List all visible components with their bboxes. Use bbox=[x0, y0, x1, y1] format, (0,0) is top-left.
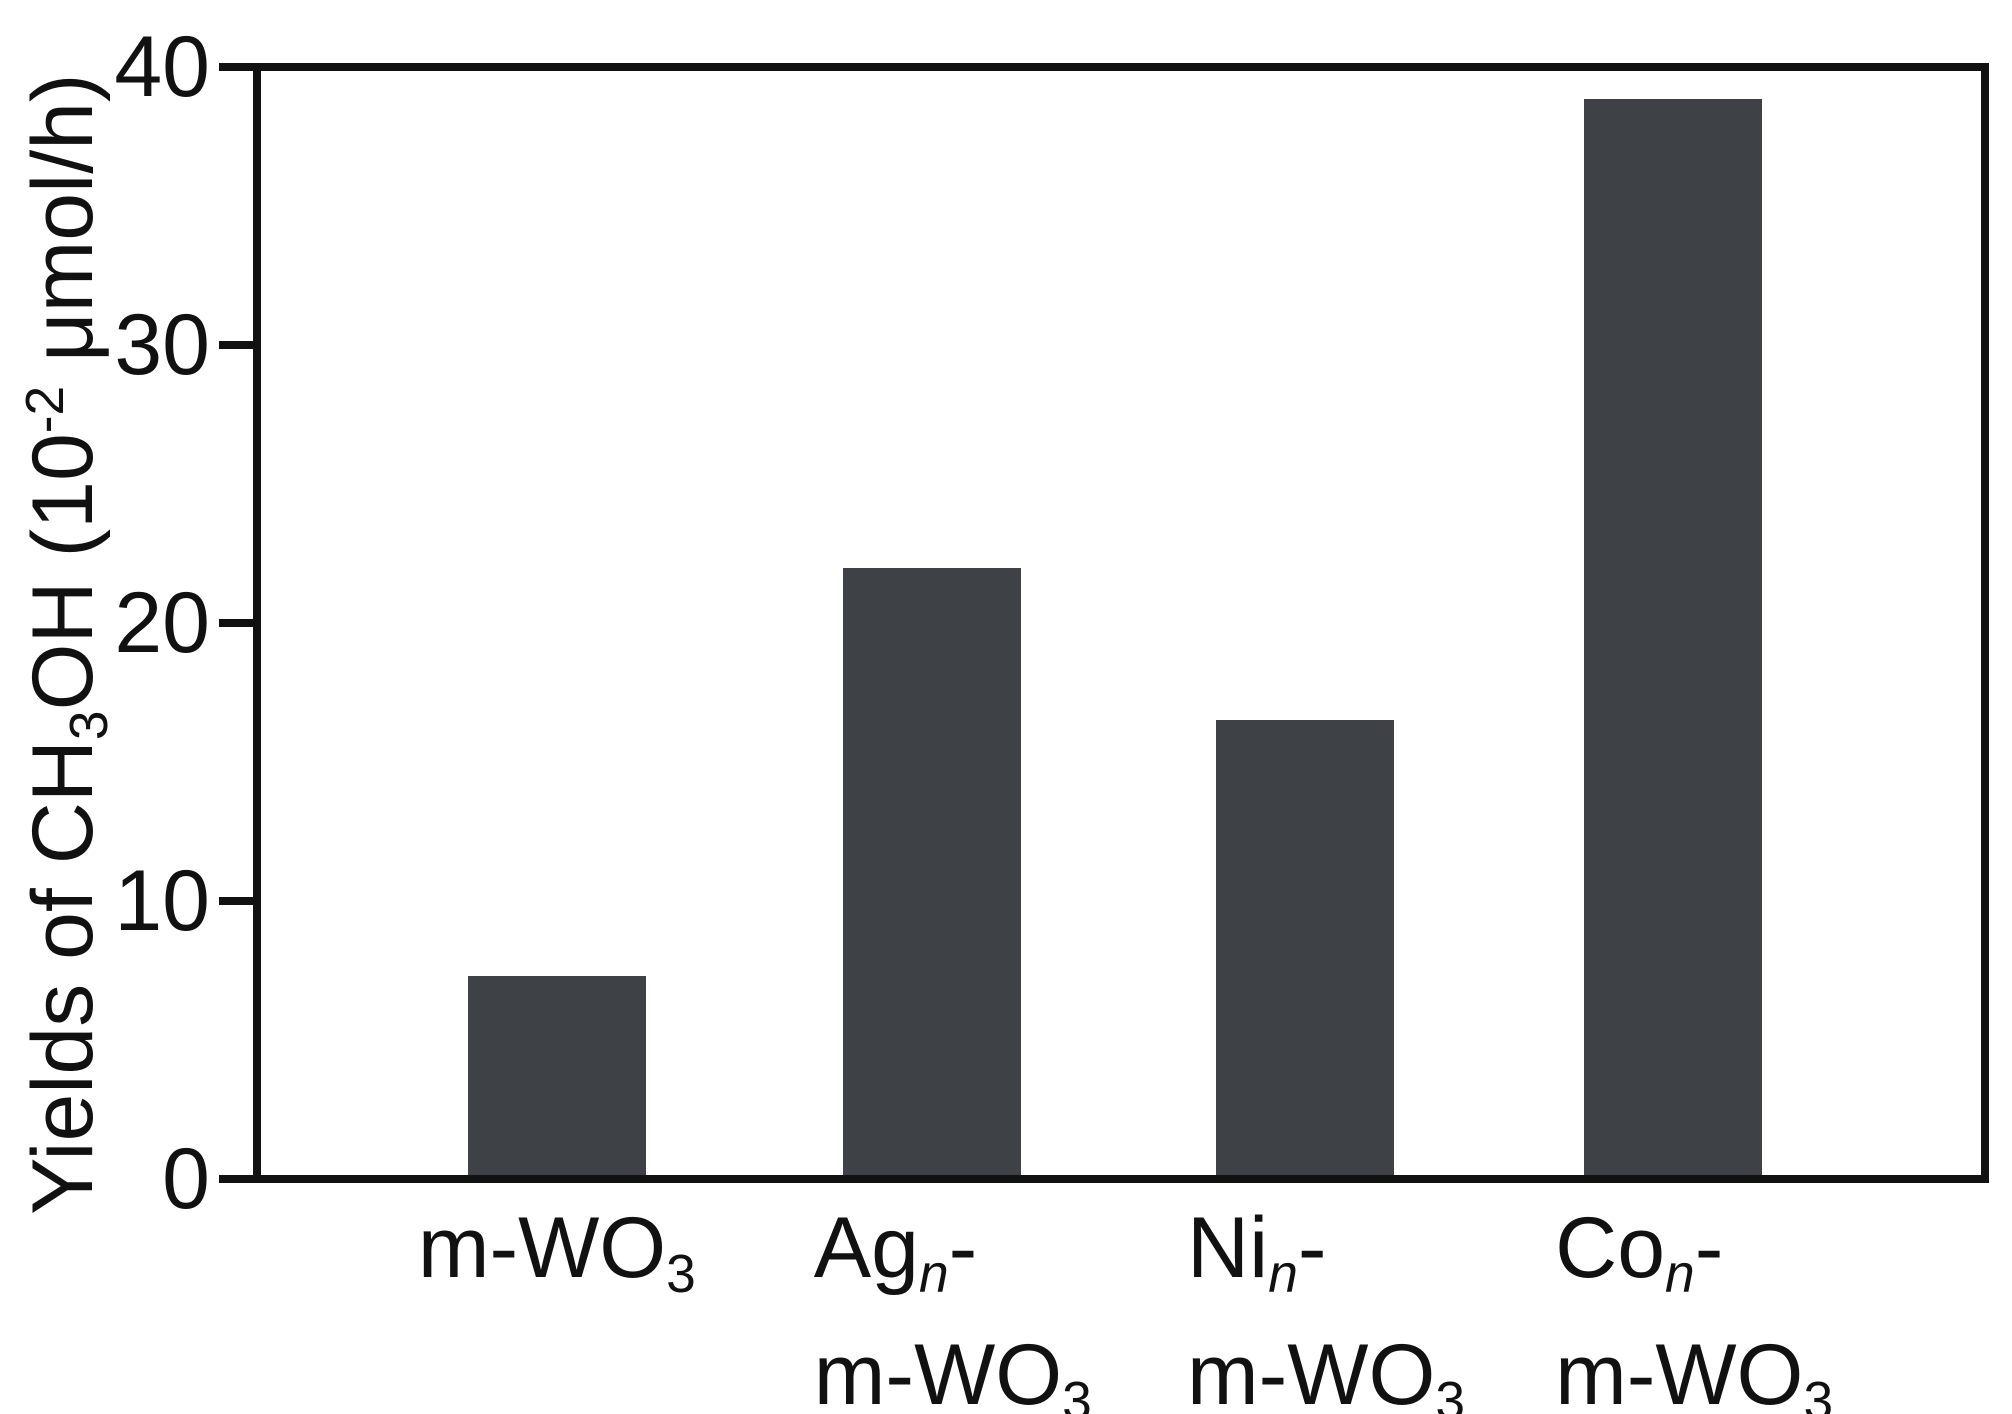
x-tick-label-line: m-WO3 bbox=[1555, 1325, 1833, 1414]
label-part: Ag bbox=[813, 1200, 919, 1296]
y-tick-mark bbox=[219, 63, 257, 71]
y-tick-mark bbox=[219, 619, 257, 627]
label-part: m-WO bbox=[1555, 1326, 1804, 1414]
bar-nin-m-wo3 bbox=[1216, 720, 1394, 1175]
bar-con-m-wo3 bbox=[1584, 99, 1762, 1175]
bar-agn-m-wo3 bbox=[843, 568, 1021, 1175]
x-tick-label-line: m-WO3 bbox=[814, 1325, 1092, 1414]
label-part: - bbox=[948, 1200, 978, 1296]
label-part-sub: 3 bbox=[1803, 1371, 1834, 1414]
label-part: m-WO bbox=[417, 1200, 667, 1296]
y-tick-label: 0 bbox=[162, 1131, 210, 1227]
label-part: m-WO bbox=[1187, 1326, 1436, 1414]
label-part-sub: 3 bbox=[60, 710, 120, 741]
y-tick-mark bbox=[219, 897, 257, 905]
label-part: Ni bbox=[1187, 1200, 1269, 1296]
label-part: m-WO bbox=[813, 1326, 1063, 1414]
label-part: - bbox=[1694, 1200, 1724, 1296]
x-tick-label-line: m-WO3 bbox=[418, 1198, 696, 1325]
label-part-subi: n bbox=[1665, 1244, 1695, 1304]
x-tick-label-m-wo3: m-WO3 bbox=[418, 1198, 696, 1325]
label-part-subi: n bbox=[919, 1244, 949, 1304]
y-tick-mark bbox=[219, 341, 257, 349]
y-tick-mark bbox=[219, 1175, 257, 1183]
x-tick-label-line: Nin- bbox=[1187, 1198, 1465, 1325]
label-part-sub: 3 bbox=[666, 1244, 696, 1304]
x-tick-label-con-m-wo3: Con-m-WO3 bbox=[1555, 1198, 1833, 1414]
y-tick-label: 10 bbox=[114, 853, 210, 949]
label-part: Co bbox=[1555, 1200, 1666, 1296]
label-part-subi: n bbox=[1268, 1244, 1298, 1304]
label-part-sub: 3 bbox=[1062, 1371, 1092, 1414]
x-tick-label-line: Agn- bbox=[814, 1198, 1092, 1325]
label-part-sub: 3 bbox=[1435, 1371, 1466, 1414]
x-tick-label-line: m-WO3 bbox=[1187, 1325, 1465, 1414]
y-tick-label: 40 bbox=[114, 19, 210, 115]
x-tick-label-line: Con- bbox=[1555, 1198, 1833, 1325]
y-tick-label: 20 bbox=[114, 575, 210, 671]
label-part: - bbox=[1297, 1200, 1327, 1296]
bar-m-wo3 bbox=[468, 976, 646, 1175]
x-tick-label-agn-m-wo3: Agn-m-WO3 bbox=[814, 1198, 1092, 1414]
x-tick-label-nin-m-wo3: Nin-m-WO3 bbox=[1187, 1198, 1465, 1414]
y-tick-label: 30 bbox=[114, 297, 210, 393]
